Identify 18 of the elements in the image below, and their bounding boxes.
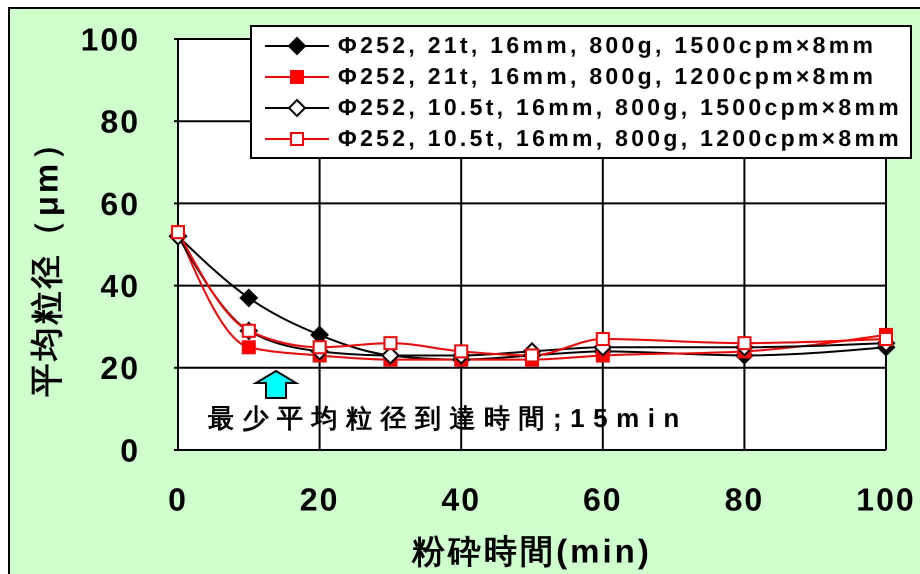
- x-tick-label: 60: [583, 482, 623, 518]
- x-axis-title: 粉砕時間(min): [411, 532, 652, 570]
- y-tick-label: 60: [100, 186, 140, 222]
- x-tick-label: 20: [300, 482, 340, 518]
- y-axis-title: 平均粒径（μm）: [28, 124, 64, 398]
- x-tick-label: 40: [441, 482, 481, 518]
- y-tick-label: 80: [100, 104, 140, 140]
- y-tick-label: 0: [120, 432, 140, 468]
- y-tick-label: 20: [100, 350, 140, 386]
- x-tick-label: 80: [724, 482, 764, 518]
- legend-label: Φ252, 10.5t, 16mm, 800g, 1500cpm×8mm: [338, 93, 902, 122]
- legend-label: Φ252, 10.5t, 16mm, 800g, 1200cpm×8mm: [338, 124, 902, 153]
- x-tick-label: 0: [168, 482, 188, 518]
- legend-label: Φ252, 21t, 16mm, 800g, 1500cpm×8mm: [338, 31, 876, 60]
- y-tick-label: 40: [100, 268, 140, 304]
- x-tick-label: 100: [856, 482, 916, 518]
- y-tick-label: 100: [80, 21, 140, 58]
- legend-label: Φ252, 21t, 16mm, 800g, 1200cpm×8mm: [338, 62, 876, 91]
